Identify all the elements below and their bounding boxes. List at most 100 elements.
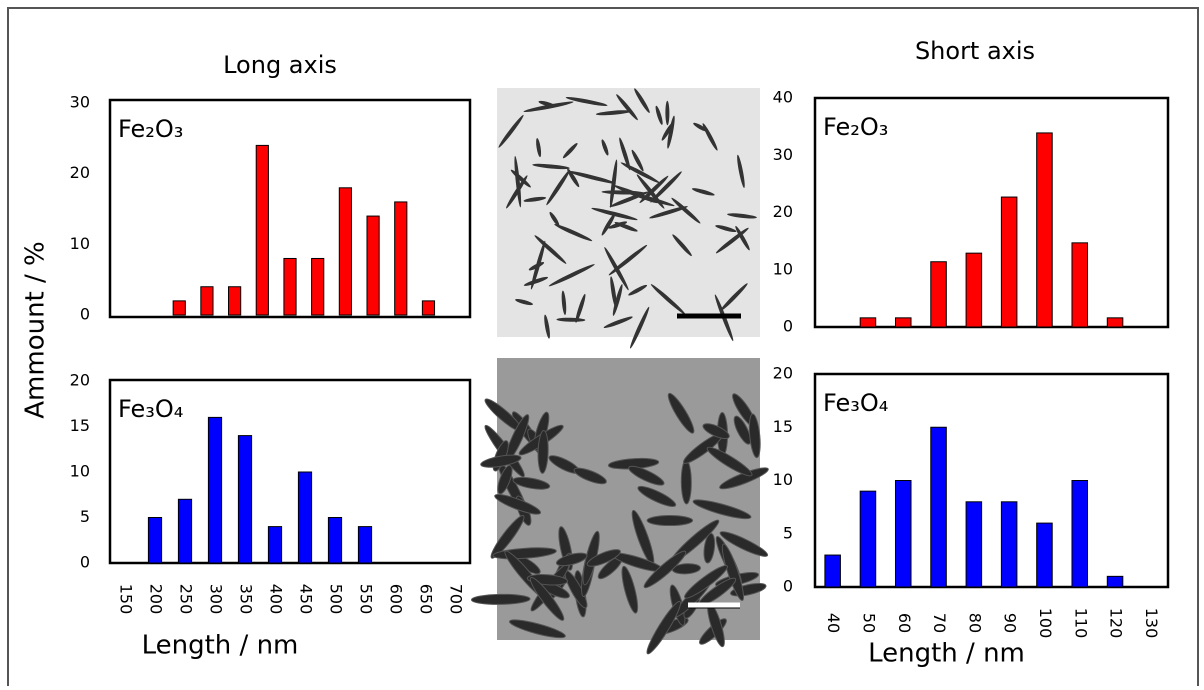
particle: [748, 413, 761, 459]
particle: [523, 101, 574, 112]
y-tick-label: 5: [80, 507, 90, 526]
particle: [684, 564, 728, 599]
particle: [650, 171, 682, 203]
bar: [824, 554, 841, 588]
particle: [610, 276, 617, 308]
particle: [530, 240, 546, 290]
particle: [612, 284, 623, 316]
x-tick-label: 40: [824, 613, 843, 633]
column-title: Long axis: [223, 51, 337, 79]
particle: [555, 552, 588, 567]
bar: [421, 300, 436, 316]
y-axis-title: Ammount / %: [21, 241, 51, 419]
particle: [498, 114, 524, 148]
bar: [894, 317, 912, 328]
particle: [621, 565, 639, 614]
particle: [548, 264, 595, 287]
particle: [661, 121, 674, 141]
particle: [515, 298, 533, 306]
particle: [634, 88, 650, 113]
y-tick-label: 20: [773, 364, 793, 383]
particle: [671, 197, 701, 224]
particle: [665, 100, 670, 126]
particle: [506, 175, 528, 209]
particle: [567, 168, 580, 188]
y-tick-label: 0: [80, 305, 90, 324]
panel-label: Fe₂O₃: [118, 115, 183, 143]
bar: [394, 201, 408, 316]
bar: [930, 426, 947, 588]
x-tick-label: 50: [859, 613, 878, 633]
particle: [536, 138, 542, 158]
particle: [480, 454, 522, 468]
tem-background: [497, 88, 760, 337]
bar: [859, 490, 877, 588]
panel-label: Fe₂O₃: [823, 113, 888, 141]
x-tick-label: 60: [895, 613, 914, 633]
particle: [544, 314, 550, 339]
bar: [207, 416, 223, 564]
particle: [703, 532, 716, 564]
x-tick-label: 700: [447, 584, 466, 615]
particle: [616, 94, 638, 121]
panel-label: Fe₃O₄: [118, 395, 183, 423]
y-tick-label: 10: [70, 234, 90, 253]
plot-frame: [108, 98, 472, 319]
particle: [561, 290, 567, 315]
y-tick-label: 0: [783, 577, 793, 596]
particle: [573, 467, 607, 485]
particle: [538, 100, 555, 107]
particle: [630, 306, 650, 349]
bar: [177, 498, 193, 564]
particle: [546, 169, 570, 206]
bar: [200, 286, 214, 316]
y-tick-label: 10: [773, 259, 793, 278]
x-tick-label: 450: [297, 584, 316, 615]
x-tick-label: 120: [1107, 608, 1126, 639]
x-tick-label: 550: [357, 584, 376, 615]
x-tick-label: 90: [1001, 613, 1020, 633]
particle: [601, 213, 616, 236]
y-tick-label: 20: [773, 202, 793, 221]
x-tick-label: 100: [1036, 608, 1055, 639]
bar: [172, 300, 186, 316]
particle: [534, 235, 567, 264]
y-tick-label: 15: [70, 416, 90, 435]
particle: [514, 156, 522, 208]
particle: [650, 284, 686, 315]
particle: [643, 550, 687, 589]
tem-image-top: [497, 88, 760, 349]
particle: [512, 476, 551, 490]
particle: [691, 188, 715, 196]
y-tick-label: 20: [70, 371, 90, 390]
particle: [490, 514, 525, 559]
bar: [1000, 501, 1018, 588]
y-tick-label: 5: [783, 523, 793, 542]
particle: [715, 225, 737, 233]
x-axis-title: Length / nm: [868, 639, 1025, 669]
particle: [667, 392, 695, 434]
particle: [549, 211, 560, 227]
plot-frame: [813, 96, 1170, 329]
particle: [608, 244, 648, 276]
plot-frame: [813, 372, 1170, 589]
bar: [1036, 522, 1053, 588]
particle: [735, 225, 750, 251]
bar: [255, 144, 269, 316]
figure-frame: [7, 7, 1199, 690]
particle: [532, 163, 570, 170]
x-axis-title: Length / nm: [142, 631, 299, 661]
bar: [147, 517, 163, 564]
particle: [702, 423, 730, 440]
particle: [595, 110, 632, 116]
particle: [586, 549, 621, 567]
particle: [603, 316, 633, 329]
bar: [1036, 132, 1053, 328]
bar: [965, 501, 983, 588]
particle: [609, 159, 618, 208]
y-tick-label: 10: [70, 462, 90, 481]
particle: [575, 293, 586, 323]
particle: [628, 284, 648, 296]
x-tick-label: 80: [965, 613, 984, 633]
y-tick-label: 0: [80, 553, 90, 572]
